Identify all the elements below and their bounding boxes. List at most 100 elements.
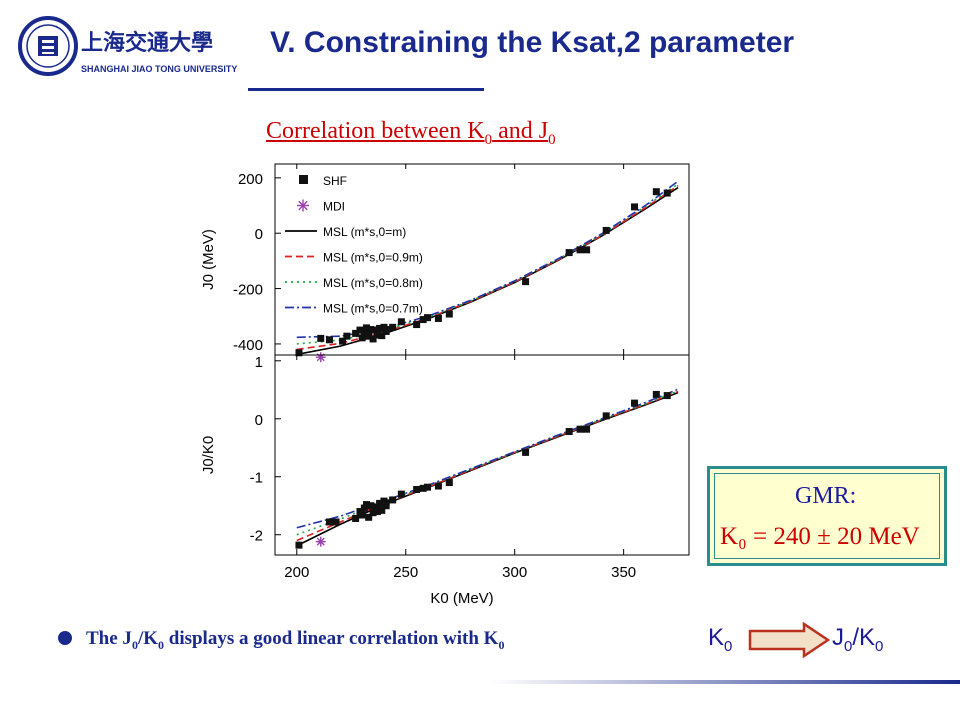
y-axis-label: J0 (MeV) bbox=[200, 229, 217, 290]
x-tick-label: 300 bbox=[502, 564, 527, 581]
subtitle-text-a: Correlation between K bbox=[266, 118, 485, 144]
shf-point bbox=[343, 332, 351, 340]
shf-point bbox=[397, 490, 405, 498]
sjtu-seal-icon: 上海交通大學 SHANGHAI JIAO TONG UNIVERSITY bbox=[18, 16, 237, 76]
flow-from-sub: 0 bbox=[724, 637, 733, 655]
flow-to-text-a: J bbox=[832, 624, 844, 651]
shf-point bbox=[583, 246, 591, 254]
flow-from-label: K0 bbox=[708, 624, 732, 655]
footer-rule bbox=[490, 680, 960, 684]
shf-point bbox=[358, 511, 366, 519]
shf-point bbox=[367, 326, 375, 334]
legend-label: MSL (m*s,0=0.9m) bbox=[323, 251, 423, 265]
shf-point bbox=[565, 249, 573, 257]
bullet-sub-2: 0 bbox=[158, 637, 164, 652]
y-tick-label: 1 bbox=[255, 354, 263, 371]
x-axis-label: K0 (MeV) bbox=[430, 590, 493, 607]
shf-point bbox=[369, 335, 377, 343]
shf-point bbox=[369, 509, 377, 517]
bullet-sub-1: 0 bbox=[131, 637, 138, 652]
shf-point bbox=[373, 508, 381, 516]
series-line bbox=[296, 388, 679, 529]
shf-point bbox=[663, 392, 671, 400]
university-logo: 上海交通大學 SHANGHAI JIAO TONG UNIVERSITY bbox=[18, 14, 253, 80]
series-line bbox=[296, 180, 679, 339]
shf-point bbox=[419, 316, 427, 324]
series-line bbox=[296, 390, 679, 536]
shf-point bbox=[413, 321, 421, 329]
logo-chinese-text: 上海交通大學 bbox=[81, 30, 213, 56]
shf-point bbox=[325, 336, 333, 344]
shf-point bbox=[602, 412, 610, 420]
bottom-panel: -2 -1 0 1 200 250 300 350 J0/K0 K0 (MeV) bbox=[200, 354, 690, 607]
shf-point bbox=[295, 349, 303, 357]
mdi-stroke bbox=[316, 537, 325, 546]
legend-label: MDI bbox=[323, 200, 345, 214]
shf-point bbox=[365, 332, 373, 340]
shf-point bbox=[602, 226, 610, 234]
legend-mdi-marker bbox=[298, 200, 308, 211]
shf-point bbox=[332, 518, 340, 526]
shf-point bbox=[295, 541, 303, 549]
legend-label: MSL (m*s,0=0.8m) bbox=[323, 276, 423, 290]
legend-label: MSL (m*s,0=m) bbox=[323, 225, 406, 239]
top-panel: -400 -200 0 200 J0 (MeV) bbox=[200, 163, 690, 363]
title-underline bbox=[248, 88, 484, 91]
shf-point bbox=[378, 506, 386, 514]
shf-point bbox=[373, 331, 381, 339]
flow-from-text: K bbox=[708, 624, 725, 651]
shf-point bbox=[424, 483, 432, 491]
shf-point bbox=[371, 503, 379, 511]
shf-point bbox=[382, 499, 390, 507]
shf-point bbox=[434, 482, 442, 490]
shf-point bbox=[424, 314, 432, 322]
shf-point bbox=[363, 324, 371, 332]
gmr-equation: K₀ = 240 ± 20 MeV bbox=[720, 523, 920, 550]
conclusion-bullet: The J0/K0 displays a good linear correla… bbox=[58, 628, 504, 653]
shf-point bbox=[576, 246, 584, 254]
correlation-figure: -400 -200 0 200 J0 (MeV) -2 -1 0 1 200 250 300 350 J… bbox=[200, 163, 690, 607]
shf-point bbox=[389, 496, 397, 504]
y-axis-label: J0/K0 bbox=[200, 436, 217, 474]
bullet-sub-3: 0 bbox=[498, 637, 505, 652]
shf-point bbox=[352, 329, 360, 337]
bullet-dot-icon bbox=[58, 631, 72, 645]
subtitle-text-b: and J bbox=[492, 118, 549, 144]
legend-label: SHF bbox=[323, 174, 347, 188]
series-line bbox=[296, 391, 679, 547]
shf-point bbox=[445, 479, 453, 487]
y-tick-label: -400 bbox=[233, 337, 263, 354]
shf-point bbox=[365, 513, 373, 521]
shf-point bbox=[631, 399, 639, 407]
flow-to-sub-b: 0 bbox=[875, 637, 884, 655]
bullet-text-2: /K bbox=[137, 628, 158, 649]
y-tick-label: -200 bbox=[233, 282, 263, 299]
right-arrow-icon bbox=[748, 622, 830, 658]
shf-point bbox=[522, 448, 530, 456]
shf-point bbox=[583, 425, 591, 433]
series-line bbox=[296, 186, 679, 356]
shf-point bbox=[352, 514, 360, 522]
chart-legend: SHF MDI MSL (m*s,0=m) MSL (m*s,0=0.9m) MSL (… bbox=[285, 174, 423, 316]
bullet-text-1: The J bbox=[86, 628, 132, 649]
shf-point bbox=[317, 334, 325, 342]
shf-point bbox=[360, 328, 368, 336]
shf-point bbox=[419, 484, 427, 492]
mdi-point bbox=[315, 536, 326, 547]
flow-to-sub-a: 0 bbox=[844, 637, 853, 655]
y-tick-label: 0 bbox=[255, 412, 263, 429]
shf-point bbox=[397, 318, 405, 326]
shf-point bbox=[376, 324, 384, 332]
gmr-box: GMR: K₀ = 240 ± 20 MeV bbox=[707, 466, 947, 566]
figure-subtitle: Correlation between K0 and J0 bbox=[266, 118, 556, 149]
shf-point bbox=[367, 502, 375, 510]
shf-point bbox=[652, 390, 660, 398]
shf-point bbox=[389, 323, 397, 331]
shf-point bbox=[413, 485, 421, 493]
x-tick-label: 250 bbox=[393, 564, 418, 581]
bullet-text-3: displays a good linear correlation with … bbox=[164, 628, 499, 649]
legend-shf-marker bbox=[299, 175, 308, 184]
shf-point bbox=[376, 499, 384, 507]
shf-point bbox=[565, 428, 573, 436]
y-tick-label: 0 bbox=[255, 226, 263, 243]
